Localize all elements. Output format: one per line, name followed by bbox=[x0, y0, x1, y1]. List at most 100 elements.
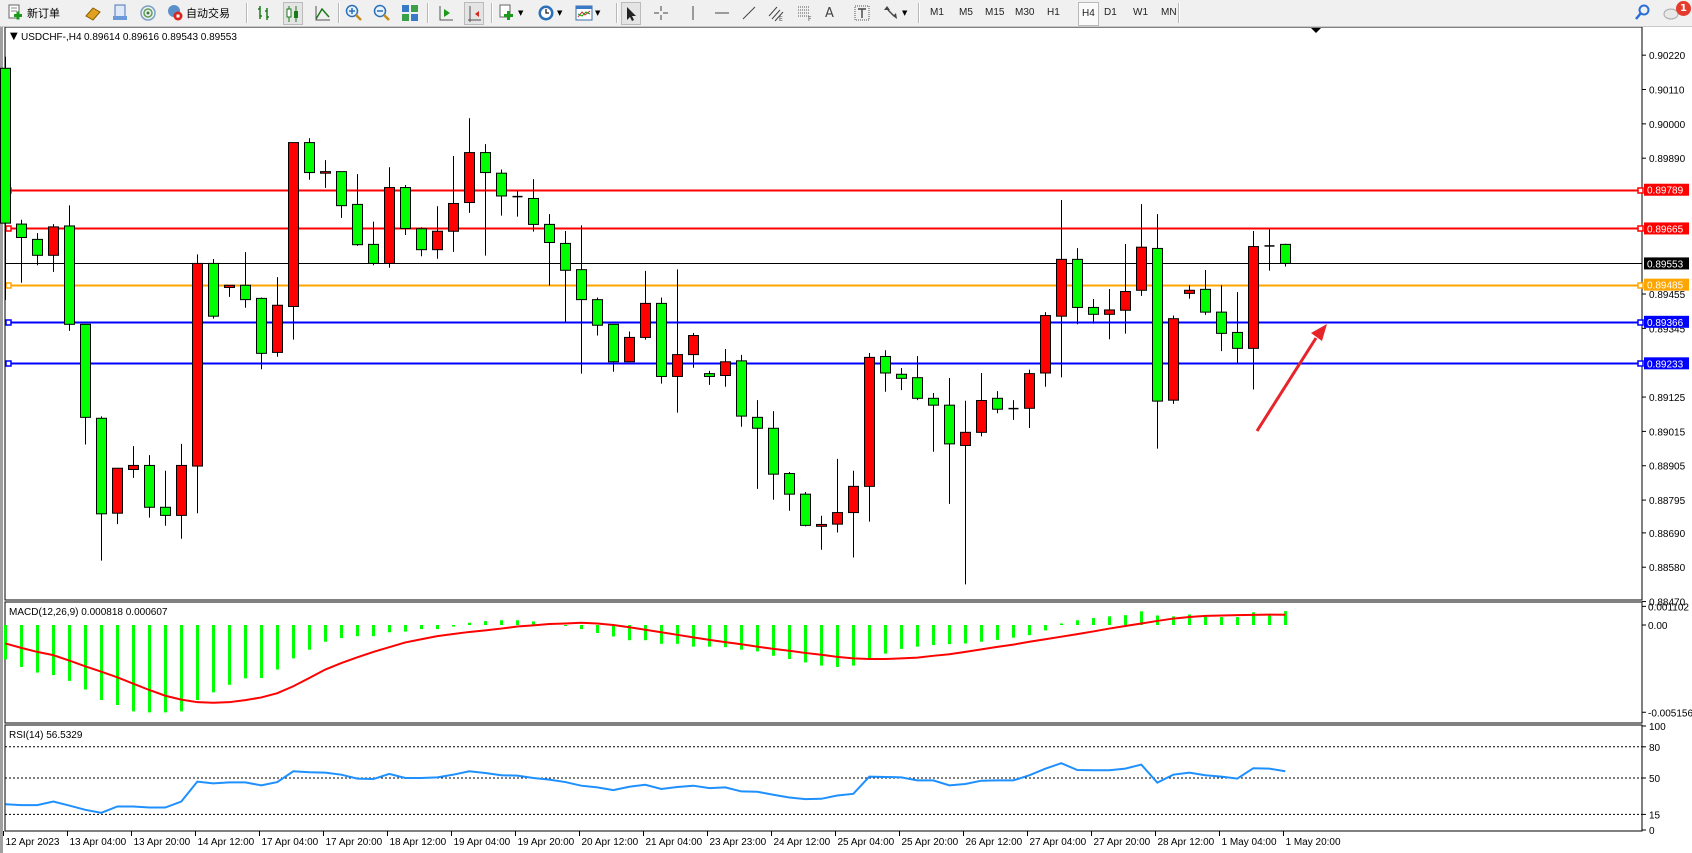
fibonacci-tool-button[interactable]: F bbox=[796, 3, 814, 23]
timeframe-m30[interactable]: M30 bbox=[1015, 7, 1035, 18]
line-anchor-handle[interactable] bbox=[1637, 360, 1644, 367]
zoom-in-button[interactable] bbox=[345, 3, 363, 23]
line-anchor-handle[interactable] bbox=[1637, 187, 1644, 194]
horizontal-line-tool-button[interactable] bbox=[713, 3, 731, 23]
macd-signal-line bbox=[5, 613, 1286, 704]
annotation-arrow[interactable] bbox=[1255, 324, 1327, 432]
chevron-down-icon: ▼ bbox=[595, 9, 601, 17]
new-order-button[interactable]: 新订单 bbox=[6, 3, 60, 23]
horizontal-lines[interactable] bbox=[5, 187, 1644, 367]
timeframe-m1[interactable]: M1 bbox=[930, 7, 944, 18]
pane-frame bbox=[4, 601, 1643, 724]
candle-bearish bbox=[496, 172, 507, 197]
tile-windows-button[interactable] bbox=[401, 3, 419, 23]
rsi-tick-label: 80 bbox=[1649, 743, 1661, 754]
auto-scroll-button[interactable] bbox=[437, 3, 455, 23]
timeframe-m5[interactable]: M5 bbox=[959, 7, 973, 18]
line-anchor-handle[interactable] bbox=[1637, 282, 1644, 289]
indicators-dropdown[interactable]: ▼ bbox=[498, 3, 523, 23]
timeframe-h4[interactable]: H4 bbox=[1078, 2, 1099, 26]
line-anchor-handle[interactable] bbox=[5, 282, 12, 289]
arrow-head[interactable] bbox=[1311, 324, 1327, 341]
candle-bullish bbox=[1056, 258, 1067, 317]
text-tool-button[interactable]: A bbox=[825, 3, 834, 23]
candle-bearish bbox=[256, 297, 267, 354]
line-anchor-handle[interactable] bbox=[1637, 225, 1644, 232]
time-tick-label: 23 Apr 23:00 bbox=[710, 837, 767, 848]
timeframe-w1[interactable]: W1 bbox=[1133, 7, 1148, 18]
candle-bearish bbox=[144, 464, 155, 508]
notification-badge: 1 bbox=[1676, 1, 1691, 16]
price-axis[interactable]: 0.90220 0.90110 0.90000 0.89890 0.89455 0.893… bbox=[1642, 51, 1692, 837]
price-tick-label: 0.89015 bbox=[1649, 427, 1686, 438]
navigator-button[interactable] bbox=[139, 3, 157, 23]
candle-bearish bbox=[480, 152, 491, 174]
zoom-in-icon bbox=[345, 4, 362, 21]
time-axis[interactable]: 12 Apr 2023 13 Apr 04:00 13 Apr 20:00 14 Ap… bbox=[3, 831, 1341, 848]
line-chart-button[interactable] bbox=[314, 3, 332, 23]
candle-bearish bbox=[880, 355, 891, 374]
trendline-tool-button[interactable] bbox=[740, 3, 758, 23]
zoom-out-button[interactable] bbox=[373, 3, 391, 23]
time-tick-label: 17 Apr 04:00 bbox=[262, 837, 319, 848]
chart-symbol: USDCHF-,H4 bbox=[21, 32, 82, 43]
candle-bearish bbox=[656, 302, 667, 377]
candle-bearish bbox=[16, 223, 27, 239]
templates-dropdown[interactable]: ▼ bbox=[575, 3, 600, 23]
candle-bullish bbox=[960, 431, 971, 446]
candle-bullish bbox=[672, 354, 683, 377]
rsi-line bbox=[5, 762, 1286, 814]
candle-bullish bbox=[640, 302, 651, 338]
timeframe-m15[interactable]: M15 bbox=[985, 7, 1005, 18]
candle-bullish bbox=[1104, 309, 1115, 315]
candle-bullish bbox=[1184, 289, 1195, 294]
symbol-menu-icon[interactable]: ▼ bbox=[10, 31, 18, 42]
timeframe-h1[interactable]: H1 bbox=[1047, 7, 1060, 18]
chart-shift-marker[interactable] bbox=[1311, 28, 1321, 33]
line-anchor-handle[interactable] bbox=[5, 319, 12, 326]
trendline-icon bbox=[742, 6, 756, 20]
line-anchor-handle[interactable] bbox=[5, 360, 12, 367]
timeframe-d1[interactable]: D1 bbox=[1104, 7, 1117, 18]
chart-shift-button[interactable] bbox=[464, 2, 484, 25]
vertical-line-tool-button[interactable] bbox=[684, 3, 702, 23]
candle-bearish bbox=[768, 427, 779, 475]
market-watch-button[interactable] bbox=[84, 3, 102, 23]
candle-bearish bbox=[1072, 258, 1083, 308]
macd-label: MACD(12,26,9) 0.000818 0.000607 bbox=[9, 607, 168, 618]
candle-bullish bbox=[848, 485, 859, 514]
crosshair-tool-button[interactable] bbox=[652, 3, 670, 23]
text-label-tool-button[interactable] bbox=[853, 3, 871, 23]
toolbar-separator bbox=[918, 3, 920, 23]
auto-trading-button[interactable]: 自动交易 bbox=[166, 3, 230, 23]
equidistant-channel-icon: E bbox=[768, 6, 784, 22]
candle-bearish bbox=[992, 397, 1003, 410]
line-anchor-handle[interactable] bbox=[5, 225, 12, 232]
time-tick-label: 21 Apr 04:00 bbox=[646, 837, 703, 848]
zoom-out-icon bbox=[373, 4, 390, 21]
equidistant-channel-tool-button[interactable]: E bbox=[767, 3, 785, 23]
toolbar-separator bbox=[616, 3, 618, 23]
time-tick-label: 20 Apr 12:00 bbox=[582, 837, 639, 848]
data-window-button[interactable] bbox=[111, 3, 129, 23]
periods-dropdown[interactable]: ▼ bbox=[537, 3, 562, 23]
pane-frames bbox=[0, 26, 1643, 853]
arrow-shaft[interactable] bbox=[1255, 337, 1318, 432]
price-line-label-bg bbox=[1644, 257, 1689, 270]
timeframe-mn[interactable]: MN bbox=[1161, 7, 1177, 18]
auto-trading-label: 自动交易 bbox=[186, 7, 230, 20]
cursor-tool-button[interactable] bbox=[621, 2, 641, 25]
arrows-dropdown[interactable]: ▼ bbox=[882, 3, 907, 23]
candle-bearish bbox=[736, 360, 747, 417]
candles bbox=[0, 56, 1291, 585]
price-tick-label: 0.90110 bbox=[1649, 86, 1685, 97]
template-icon bbox=[575, 5, 593, 21]
search-button[interactable] bbox=[1634, 3, 1650, 23]
candle-bullish bbox=[48, 226, 59, 256]
candlestick-chart-button[interactable] bbox=[283, 2, 303, 25]
candle-bullish bbox=[448, 202, 459, 232]
candle-bearish bbox=[704, 373, 715, 377]
bar-chart-button[interactable] bbox=[256, 3, 272, 23]
line-anchor-handle[interactable] bbox=[1637, 319, 1644, 326]
